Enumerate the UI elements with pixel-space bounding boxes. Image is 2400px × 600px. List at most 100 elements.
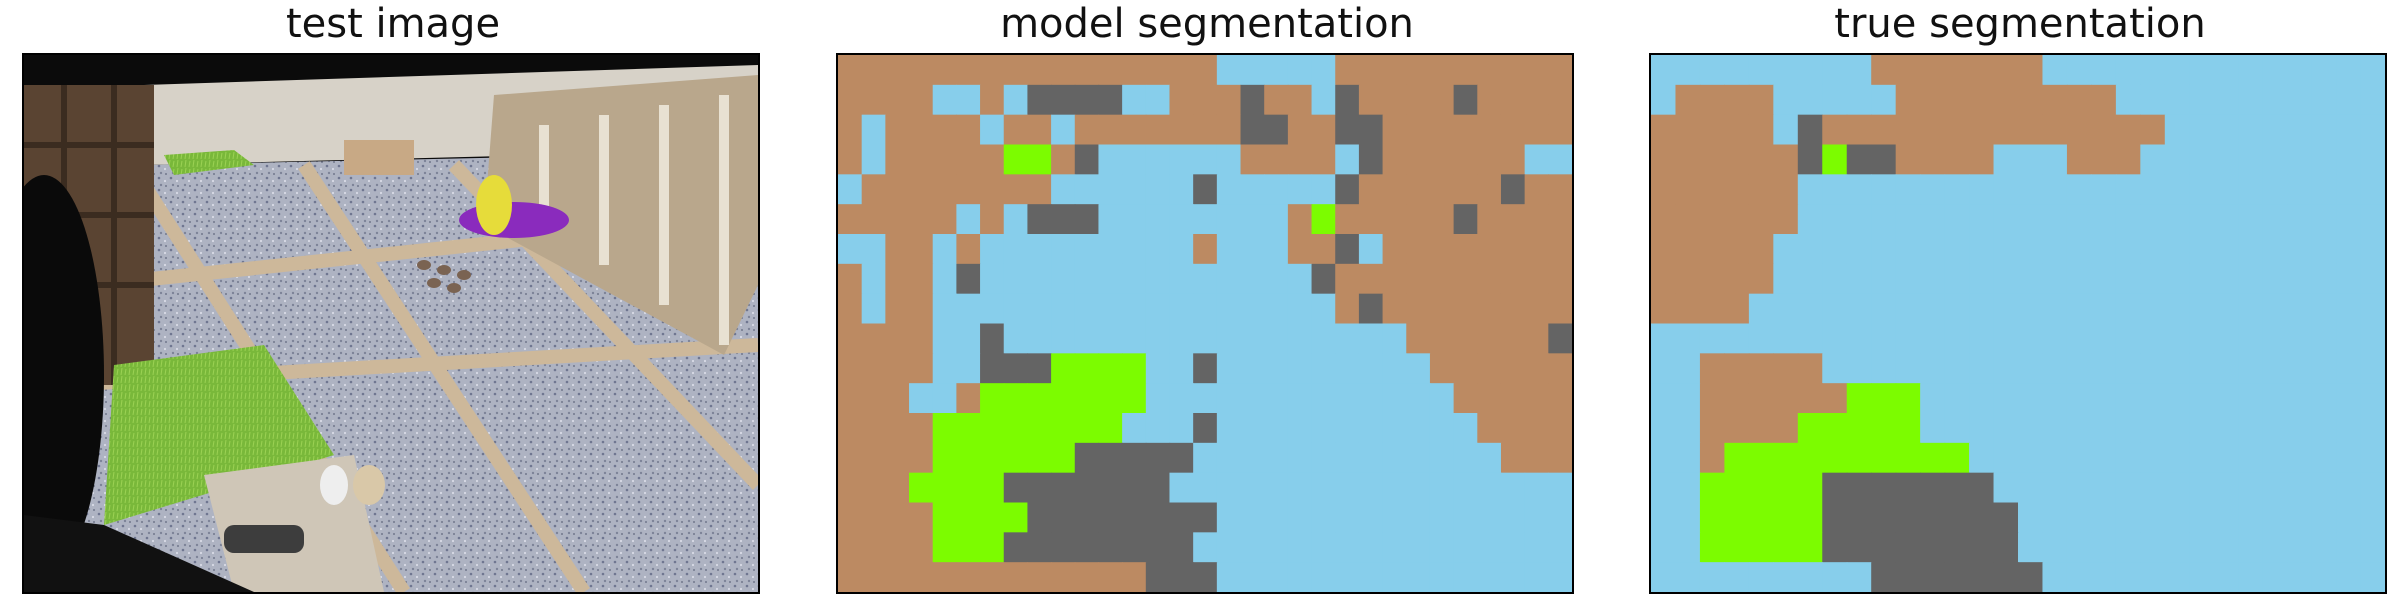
model-segmentation-cell: [1406, 55, 1431, 86]
model-segmentation-cell: [1027, 234, 1052, 265]
true-segmentation-cell: [2164, 442, 2190, 474]
true-segmentation-cell: [1699, 55, 1725, 86]
true-segmentation-cell: [1920, 472, 1946, 504]
true-segmentation-cell: [2066, 174, 2092, 205]
model-segmentation-cell: [1240, 84, 1265, 116]
model-segmentation-cell: [1027, 353, 1052, 384]
model-segmentation-cell: [1051, 323, 1076, 354]
true-segmentation-cell: [1675, 502, 1701, 533]
model-segmentation-cell: [1051, 263, 1076, 295]
model-segmentation-cell: [861, 114, 886, 146]
true-segmentation-cell: [1822, 383, 1848, 414]
model-segmentation-cell: [1264, 442, 1289, 474]
true-segmentation-cell: [2140, 442, 2166, 474]
true-segmentation-cell: [1724, 442, 1750, 474]
model-segmentation-cell: [932, 204, 957, 235]
true-segmentation-cell: [2115, 204, 2141, 235]
model-segmentation-cell: [1264, 472, 1289, 504]
true-segmentation-cell: [2091, 442, 2117, 474]
true-segmentation-cell: [2091, 413, 2117, 444]
true-segmentation-cell: [2360, 114, 2385, 146]
model-segmentation-cell: [956, 323, 981, 354]
true-segmentation-cell: [1724, 532, 1750, 563]
true-segmentation-cell: [1846, 293, 1872, 325]
true-segmentation-cell: [2262, 55, 2288, 86]
true-segmentation-cell: [2091, 562, 2117, 592]
model-segmentation-cell: [956, 472, 981, 504]
model-segmentation-cell: [1074, 114, 1100, 146]
true-segmentation-cell: [1846, 55, 1872, 86]
true-segmentation-cell: [2238, 263, 2264, 295]
true-segmentation-cell: [2287, 114, 2313, 146]
true-segmentation-cell: [1993, 174, 2019, 205]
true-segmentation-cell: [1773, 353, 1799, 384]
model-segmentation-cell: [1477, 472, 1502, 504]
true-segmentation-cell: [1651, 144, 1677, 175]
model-segmentation-cell: [1098, 472, 1123, 504]
true-segmentation-cell: [2018, 323, 2044, 354]
true-segmentation-cell: [2336, 234, 2362, 265]
true-segmentation-cell: [2115, 174, 2141, 205]
true-segmentation-cell: [2042, 55, 2068, 86]
true-segmentation-cell: [2262, 234, 2288, 265]
true-segmentation-cell: [2115, 263, 2141, 295]
model-segmentation-cell: [838, 84, 863, 116]
true-segmentation-cell: [2189, 502, 2215, 533]
true-segmentation-cell: [2336, 114, 2362, 146]
true-segmentation-cell: [1651, 562, 1677, 592]
model-segmentation-cell: [1311, 84, 1336, 116]
model-segmentation-cell: [885, 502, 910, 533]
model-segmentation-cell: [980, 323, 1005, 354]
model-segmentation-cell: [1193, 562, 1218, 592]
true-segmentation-cell: [1895, 353, 1921, 384]
model-segmentation-cell: [1240, 353, 1265, 384]
true-segmentation-cell: [2213, 413, 2239, 444]
model-segmentation-cell: [932, 293, 957, 325]
true-segmentation-cell: [2287, 383, 2313, 414]
true-segmentation-cell: [1969, 144, 1995, 175]
true-segmentation-cell: [2311, 114, 2337, 146]
model-segmentation-cell: [1122, 293, 1147, 325]
model-segmentation-cell: [1429, 174, 1455, 205]
true-segmentation-cell: [1724, 472, 1750, 504]
true-segmentation-cell: [1969, 502, 1995, 533]
true-segmentation-cell: [1748, 442, 1774, 474]
true-segmentation-cell: [1675, 204, 1701, 235]
model-segmentation-cell: [1074, 204, 1100, 235]
model-segmentation-cell: [861, 502, 886, 533]
true-segmentation-cell: [2164, 532, 2190, 563]
true-segmentation-cell: [1675, 144, 1701, 175]
model-segmentation-cell: [1074, 413, 1100, 444]
model-segmentation-cell: [1548, 204, 1572, 235]
true-segmentation-cell: [2287, 55, 2313, 86]
true-segmentation-cell: [1871, 114, 1897, 146]
model-segmentation-cell: [1264, 502, 1289, 533]
model-segmentation-cell: [1027, 472, 1052, 504]
model-segmentation-cell: [1477, 383, 1502, 414]
model-segmentation-cell: [1145, 174, 1171, 205]
model-segmentation-cell: [980, 383, 1005, 414]
model-segmentation-cell: [838, 234, 863, 265]
true-segmentation-cell: [1797, 84, 1823, 116]
true-segmentation-cell: [2262, 323, 2288, 354]
true-segmentation-cell: [2164, 323, 2190, 354]
model-segmentation-cell: [1287, 55, 1313, 86]
model-segmentation-cell: [1003, 234, 1029, 265]
true-segmentation-cell: [2091, 234, 2117, 265]
model-segmentation-cell: [1358, 263, 1384, 295]
model-segmentation-cell: [1003, 442, 1029, 474]
true-segmentation-cell: [2262, 263, 2288, 295]
true-segmentation-cell: [2311, 383, 2337, 414]
true-segmentation-cell: [1993, 293, 2019, 325]
true-segmentation-cell: [2213, 323, 2239, 354]
model-segmentation-cell: [1477, 174, 1502, 205]
model-segmentation-cell: [932, 413, 957, 444]
true-segmentation-cell: [1699, 413, 1725, 444]
model-segmentation-cell: [909, 472, 934, 504]
model-segmentation-cell: [1240, 174, 1265, 205]
true-segmentation-cell: [1773, 55, 1799, 86]
true-segmentation-cell: [1846, 502, 1872, 533]
true-segmentation-cell: [1748, 413, 1774, 444]
model-segmentation-cell: [1548, 353, 1572, 384]
model-segmentation-cell: [956, 84, 981, 116]
